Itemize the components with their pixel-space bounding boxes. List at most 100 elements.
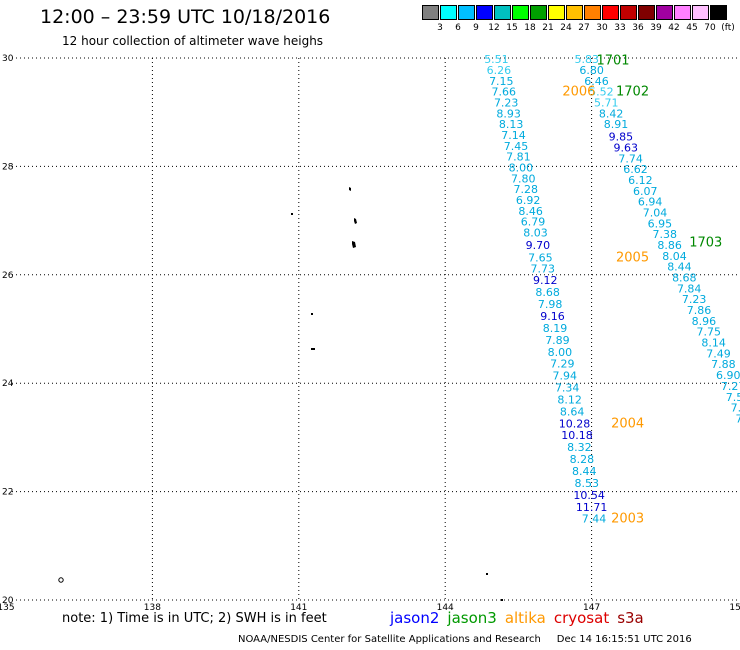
note-text: note: 1) Time is in UTC; 2) SWH is in fe… bbox=[62, 611, 327, 626]
legend-item-jason3: jason3 bbox=[447, 609, 497, 627]
color-scale-label: 21 bbox=[542, 23, 554, 33]
legend-item-cryosat: cryosat bbox=[553, 609, 610, 627]
wave-height-value: 6.80 bbox=[579, 64, 604, 77]
wave-height-value: 6.92 bbox=[516, 194, 541, 207]
color-scale-label: 33 bbox=[614, 23, 626, 33]
wave-height-value: 9.70 bbox=[526, 239, 551, 252]
wave-height-value: 7.59 bbox=[726, 391, 740, 404]
wave-height-value: 7.74 bbox=[618, 152, 643, 165]
legend-item-altika: altika bbox=[504, 609, 546, 627]
pass-label: 1702 bbox=[616, 85, 649, 100]
wave-height-value: 8.04 bbox=[662, 250, 687, 263]
wave-height-value: 7.89 bbox=[545, 334, 570, 347]
wave-height-value: 7.45 bbox=[504, 140, 529, 153]
color-swatch bbox=[548, 5, 565, 20]
wave-height-value: 8.19 bbox=[543, 322, 568, 335]
color-scale-label: 27 bbox=[578, 23, 590, 33]
pass-label: 1703 bbox=[689, 235, 722, 250]
wave-height-value: 8.68 bbox=[672, 272, 697, 285]
altimeter-map: 5.516.267.157.667.238.938.137.147.457.81… bbox=[0, 53, 740, 610]
wave-height-value: 5.51 bbox=[484, 53, 509, 66]
wave-height-value: 7.86 bbox=[687, 304, 712, 317]
wave-height-value: 7.88 bbox=[711, 358, 736, 371]
wave-height-value: 6.79 bbox=[521, 216, 546, 229]
wave-height-value: 8.86 bbox=[657, 239, 682, 252]
x-tick-label: 147 bbox=[583, 603, 600, 610]
island-shape bbox=[291, 213, 293, 215]
color-swatch bbox=[638, 5, 655, 20]
wave-height-value: 5.83 bbox=[574, 53, 599, 66]
pass-label: 1701 bbox=[596, 54, 629, 69]
pass-label: 2006 bbox=[562, 85, 595, 100]
wave-height-value: 6.62 bbox=[623, 163, 648, 176]
wave-height-value: 7.49 bbox=[706, 347, 731, 360]
color-scale-label: 42 bbox=[668, 23, 680, 33]
wave-height-value: 6.07 bbox=[633, 185, 658, 198]
wave-height-value: 5.52 bbox=[589, 86, 614, 99]
island-circle bbox=[58, 577, 64, 583]
legend-item-s3a: s3a bbox=[617, 609, 644, 627]
x-tick-label: 135 bbox=[0, 603, 15, 610]
wave-height-value: 7.94 bbox=[553, 370, 578, 383]
pass-label: 2004 bbox=[611, 416, 644, 431]
tick-labels: 135 138 141 144 147 150 20 22 24 26 28 30 bbox=[0, 54, 740, 610]
color-scale-label: 45 bbox=[686, 23, 698, 33]
wave-height-value: 7.81 bbox=[506, 151, 531, 164]
wave-height-value: 11.71 bbox=[576, 501, 608, 514]
island-shape bbox=[501, 599, 503, 601]
color-swatch bbox=[476, 5, 493, 20]
wave-height-value: 7.73 bbox=[531, 262, 556, 275]
wave-height-value: 7.34 bbox=[555, 382, 580, 395]
color-scale-label: 18 bbox=[524, 23, 536, 33]
footer-credit: NOAA/NESDIS Center for Satellite Applica… bbox=[238, 634, 692, 645]
wave-height-value: 7.98 bbox=[538, 298, 563, 311]
y-tick-label: 22 bbox=[2, 488, 13, 498]
wave-height-value: 10.18 bbox=[561, 429, 593, 442]
color-scale-label: 3 bbox=[437, 23, 443, 33]
y-tick-label: 24 bbox=[2, 379, 14, 389]
x-tick-label: 144 bbox=[437, 603, 454, 610]
wave-height-value: 10.54 bbox=[573, 489, 605, 502]
wave-height-value: 8.68 bbox=[535, 286, 560, 299]
wave-height-value: 7.23 bbox=[682, 293, 707, 306]
color-swatch bbox=[710, 5, 727, 20]
wave-height-value: 8.93 bbox=[496, 107, 521, 120]
wave-height-value: 7.44 bbox=[582, 513, 607, 526]
island-shape bbox=[352, 241, 356, 248]
wave-height-value: 8.42 bbox=[599, 107, 624, 120]
color-scale-label: 70 bbox=[704, 23, 716, 33]
color-scale-label: 24 bbox=[560, 23, 572, 33]
color-scale-label: 9 bbox=[473, 23, 479, 33]
wave-height-value: 8.44 bbox=[667, 261, 692, 274]
satellite-legend: jason2 jason3 altika cryosat s3a bbox=[390, 609, 652, 627]
wave-height-value: 7.14 bbox=[501, 129, 526, 142]
pass-label: 2005 bbox=[616, 250, 649, 265]
x-tick-label: 138 bbox=[144, 603, 161, 610]
map-grid bbox=[12, 57, 738, 601]
wave-height-value: 8.64 bbox=[560, 405, 585, 418]
pass-label: 2003 bbox=[611, 512, 644, 527]
wave-height-value: 9.63 bbox=[614, 141, 639, 154]
island-shape bbox=[311, 313, 313, 315]
color-swatch bbox=[440, 5, 457, 20]
wave-height-value: 7.75 bbox=[696, 326, 721, 339]
color-swatch bbox=[692, 5, 709, 20]
color-swatch bbox=[494, 5, 511, 20]
island-shape bbox=[354, 218, 357, 224]
color-swatch bbox=[566, 5, 583, 20]
wave-height-value: 7.27 bbox=[721, 380, 740, 393]
wave-height-value: 7.15 bbox=[489, 75, 514, 88]
wave-height-value: 8.13 bbox=[499, 118, 524, 131]
wave-height-value: 6.90 bbox=[716, 369, 740, 382]
color-swatch bbox=[656, 5, 673, 20]
color-swatch bbox=[584, 5, 601, 20]
land-features bbox=[58, 187, 503, 601]
color-scale-label: 6 bbox=[455, 23, 461, 33]
wave-height-value: 7.84 bbox=[677, 282, 702, 295]
wave-height-value: 6.95 bbox=[648, 217, 673, 230]
color-scale-label: 36 bbox=[632, 23, 644, 33]
wave-height-value: 8.32 bbox=[567, 441, 592, 454]
wave-height-value: 5.71 bbox=[594, 96, 619, 109]
island-shape bbox=[311, 348, 315, 350]
